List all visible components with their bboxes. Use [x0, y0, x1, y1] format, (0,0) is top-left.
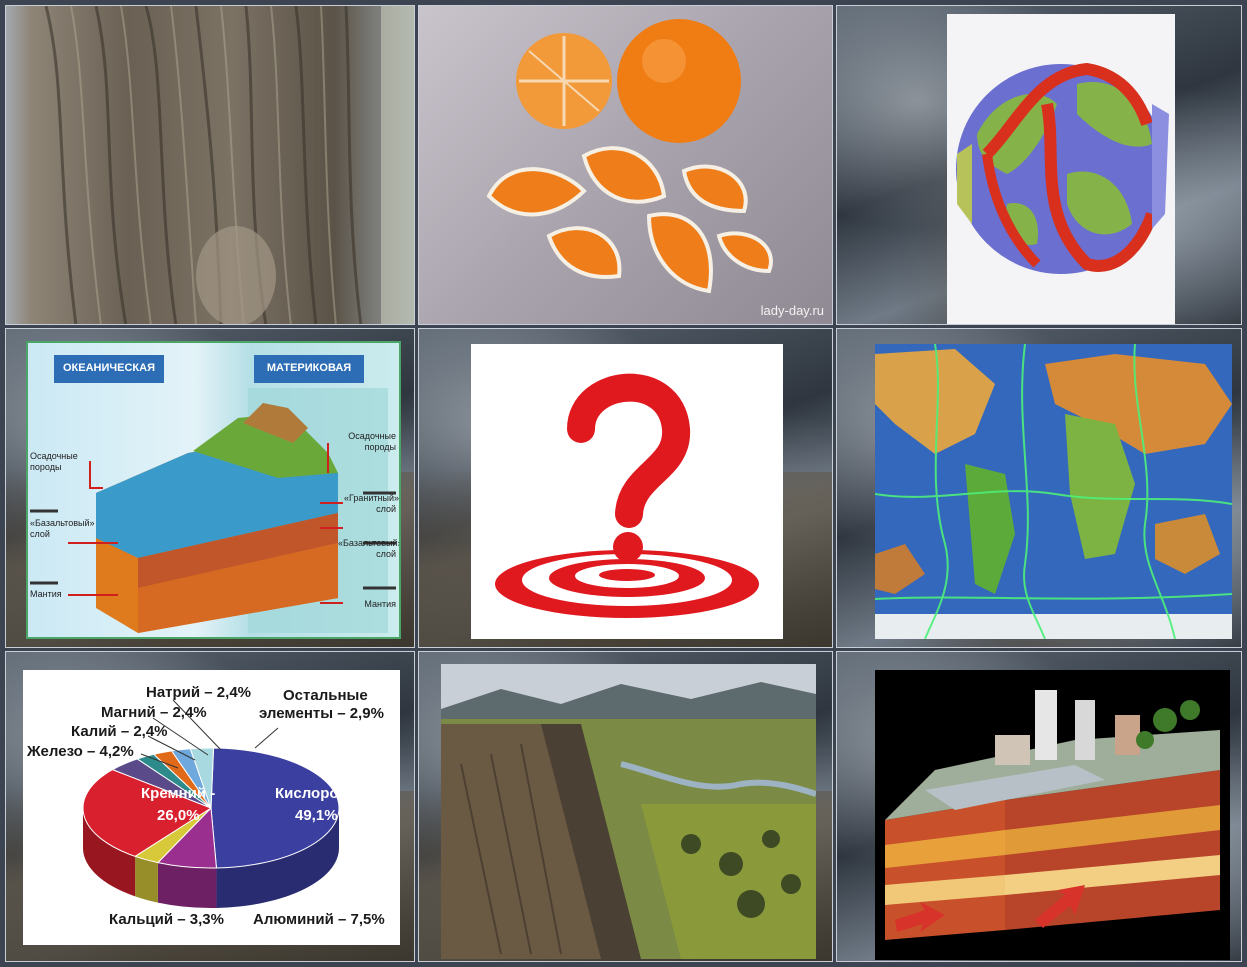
earthquake-block-image	[875, 670, 1230, 960]
crust-label-sediment-right: Осадочные породы	[348, 431, 396, 452]
label-oxygen-value: 49,1%	[295, 807, 338, 824]
cell-question	[418, 328, 833, 648]
crust-label-basalt-right: «Базальтовый» слой	[338, 538, 401, 559]
crust-label-granite-right: «Гранитный» слой	[344, 493, 399, 514]
question-mark-image	[471, 344, 783, 639]
crust-label-basalt-left: «Базальтовый» слой	[30, 518, 95, 539]
crust-header-oceanic: ОКЕАНИЧЕСКАЯ	[63, 362, 155, 374]
cell-globe	[836, 5, 1242, 325]
cell-orange: lady-day.ru	[418, 5, 833, 325]
pie-svg: Натрий – 2,4% Остальные элементы – 2,9% …	[26, 684, 385, 928]
orange-image: lady-day.ru	[419, 6, 832, 324]
pie-leader-lines	[140, 699, 279, 769]
label-others-1: Остальные	[283, 687, 368, 704]
label-silicon-value: 26,0%	[157, 807, 200, 824]
rift-valley-image	[441, 664, 816, 959]
cell-world-map	[836, 328, 1242, 648]
cell-tree-bark	[5, 5, 415, 325]
pie-slice-side-3	[135, 856, 158, 903]
label-sodium: Натрий – 2,4%	[146, 684, 251, 701]
pie-slice-side-1	[83, 808, 136, 897]
cell-earthquake	[836, 651, 1242, 962]
cell-element-pie: Натрий – 2,4% Остальные элементы – 2,9% …	[5, 651, 415, 962]
label-potassium: Калий – 2,4%	[71, 723, 168, 740]
tree-bark-image	[6, 6, 414, 324]
crust-label-mantle-left: Мантия	[30, 589, 62, 599]
element-pie-chart: Натрий – 2,4% Остальные элементы – 2,9% …	[23, 670, 400, 945]
pie-slice-side-0	[216, 808, 339, 908]
label-iron: Железо – 4,2%	[26, 743, 134, 760]
world-plates-map	[875, 344, 1232, 639]
pie-slice-0	[210, 747, 340, 869]
crust-label-sediment-left: Осадочные породы	[30, 451, 78, 472]
label-others-2: элементы – 2,9%	[259, 705, 384, 722]
cell-rift-valley	[418, 651, 833, 962]
label-oxygen-name: Кислород -	[275, 785, 357, 802]
crust-label-mantle-right: Мантия	[364, 599, 396, 609]
crust-header-continental: МАТЕРИКОВАЯ	[266, 362, 352, 374]
label-aluminium: Алюминий – 7,5%	[253, 911, 385, 928]
globe-plates-image	[947, 14, 1175, 324]
cell-crust-diagram: ОКЕАНИЧЕСКАЯ МАТЕРИКОВАЯ Осадочные пород…	[5, 328, 415, 648]
pie-slice-side-2	[157, 862, 217, 908]
label-magnesium: Магний – 2,4%	[101, 704, 207, 721]
pie-slice-8	[189, 747, 215, 809]
crust-diagram: ОКЕАНИЧЕСКАЯ МАТЕРИКОВАЯ Осадочные пород…	[26, 341, 401, 639]
watermark: lady-day.ru	[760, 303, 824, 318]
pie-sides	[83, 808, 339, 908]
label-calcium: Кальций – 3,3%	[109, 911, 224, 928]
pie-slice-1	[82, 769, 213, 857]
label-silicon-name: Кремний -	[141, 785, 215, 802]
pie-tops	[82, 747, 340, 869]
